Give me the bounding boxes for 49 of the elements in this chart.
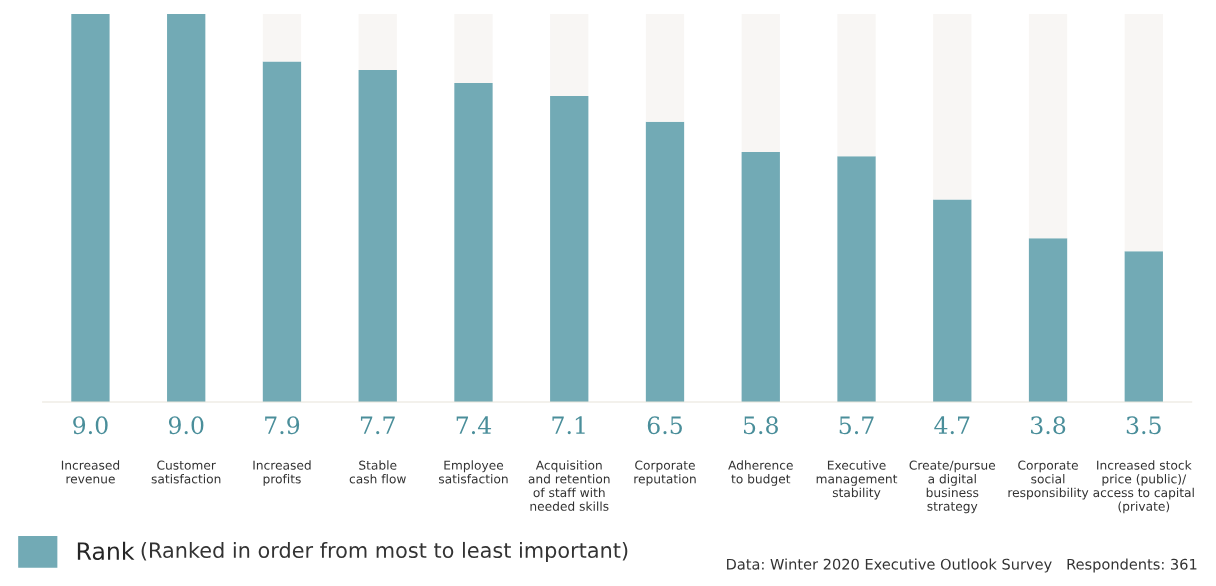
data-label: 3.5 bbox=[1126, 416, 1161, 435]
data-label: 4.7 bbox=[934, 416, 970, 435]
bar bbox=[167, 14, 206, 402]
x-tick-label: Corporate social responsibility bbox=[1008, 460, 1089, 500]
data-label: 6.5 bbox=[647, 416, 682, 435]
x-tick-label: Increased revenue bbox=[61, 460, 120, 484]
text: Data: Winter 2020 Executive Outlook Survey Respondents: 361 bbox=[727, 558, 1197, 573]
data-label: 9.0 bbox=[73, 416, 108, 435]
bar bbox=[454, 83, 493, 402]
x-tick-label: Increased profits bbox=[253, 460, 311, 486]
x-tick-label: Corporate reputation bbox=[634, 460, 696, 486]
bar bbox=[1028, 238, 1068, 402]
data-label: 9.0 bbox=[168, 416, 204, 435]
data-label: 7.9 bbox=[265, 416, 300, 435]
x-tick-label: Increased stock price (public)/ access to capital (private) bbox=[1093, 460, 1194, 514]
bar bbox=[1124, 251, 1163, 402]
bar bbox=[837, 156, 876, 402]
x-tick-label: Acquisition and retention of staff with needed skills bbox=[528, 460, 610, 511]
x-tick-label: Employee satisfaction bbox=[438, 460, 508, 484]
bar bbox=[358, 70, 397, 402]
x-tick-label: Adherence to budget bbox=[728, 460, 793, 486]
bar bbox=[1124, 14, 1163, 252]
text: (Ranked in order from most to least important) bbox=[141, 541, 628, 563]
data-label: 7.7 bbox=[360, 416, 395, 435]
bar bbox=[454, 14, 493, 84]
bar bbox=[645, 121, 685, 402]
bar bbox=[741, 14, 780, 152]
bar bbox=[741, 152, 780, 402]
bar bbox=[71, 14, 110, 402]
bar bbox=[550, 14, 589, 96]
data-label: 3.8 bbox=[1031, 416, 1066, 435]
bar bbox=[933, 199, 972, 402]
bar bbox=[837, 14, 876, 157]
bar bbox=[358, 14, 397, 71]
data-label: 5.7 bbox=[839, 416, 874, 435]
bar bbox=[645, 14, 685, 122]
x-tick-label: Stable cash flow bbox=[349, 460, 406, 484]
bar bbox=[262, 14, 302, 62]
bar bbox=[933, 14, 972, 200]
x-tick-label: Create/pursue a digital business strategy bbox=[909, 460, 996, 514]
bar bbox=[1028, 14, 1068, 239]
data-label: 7.1 bbox=[552, 416, 585, 435]
bar bbox=[262, 61, 302, 402]
x-tick-label: Executive management stability bbox=[816, 460, 898, 500]
legend-label: Rank bbox=[77, 541, 135, 561]
bar bbox=[550, 95, 589, 402]
data-label: 5.8 bbox=[743, 416, 778, 435]
x-tick-label: Customer satisfaction bbox=[151, 460, 221, 484]
data-label: 7.4 bbox=[456, 416, 492, 435]
